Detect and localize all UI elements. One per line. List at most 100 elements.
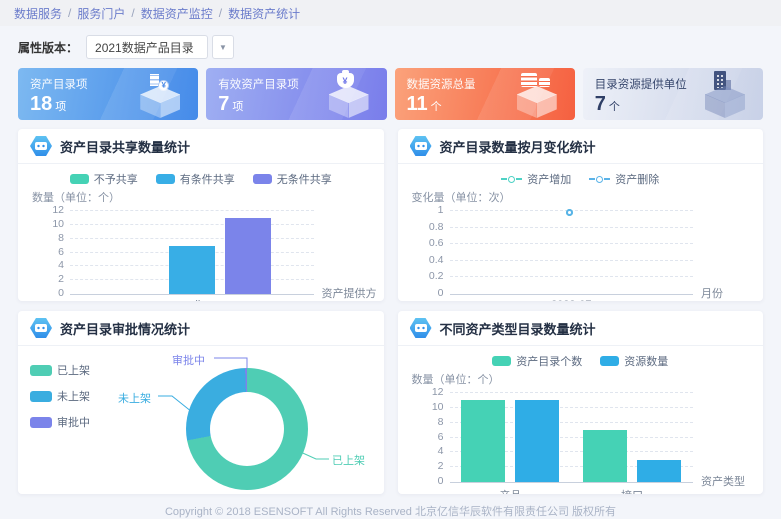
bar-group — [450, 393, 572, 482]
bar-资产目录个数[interactable] — [583, 430, 628, 482]
legend-item-审批中[interactable]: 审批中 — [30, 414, 116, 430]
marker-line — [501, 178, 508, 180]
panel-header: 资产目录审批情况统计 — [18, 311, 384, 346]
gridline — [449, 421, 693, 423]
gridline — [70, 237, 314, 239]
marker-line — [604, 178, 611, 180]
bar-资源数量[interactable] — [515, 400, 560, 482]
legend-item-不予共享[interactable]: 不予共享 — [69, 171, 138, 187]
marker-line — [516, 178, 523, 180]
data-point-资产删除[interactable] — [566, 209, 574, 216]
legend-item-无条件共享[interactable]: 无条件共享 — [252, 171, 332, 187]
stat-card-value: 18 项 — [30, 93, 67, 115]
y-axis-tick: 0 — [437, 475, 444, 487]
legend: 已上架 未上架 审批中 — [30, 362, 116, 494]
y-axis-tick: 0.6 — [428, 237, 444, 250]
plot-area: 0 2 4 6 8 10 12 资产类型 — [432, 386, 745, 488]
bar-group — [571, 393, 693, 482]
y-axis-tick: 10 — [52, 217, 64, 230]
stat-card-unit: 个 — [608, 101, 620, 113]
panel-title: 不同资产类型目录数量统计 — [439, 321, 596, 337]
y-axis-tick: 2 — [58, 273, 64, 286]
panel-title: 资产目录数量按月变化统计 — [439, 139, 596, 155]
gridline — [449, 226, 693, 228]
y-axis-label: 变化量（单位：次） — [411, 192, 511, 204]
legend-swatch — [30, 390, 52, 402]
x-axis-categories: 产品接口 — [450, 487, 694, 494]
breadcrumb-item-service-portal[interactable]: 服务门户 — [77, 6, 126, 21]
version-select[interactable]: 2021数据产品目录 — [86, 35, 209, 59]
gridline — [449, 451, 693, 453]
donut-ring[interactable] — [186, 368, 308, 490]
stat-card-title: 数据资源总量 — [406, 79, 476, 91]
panel-body: 不予共享 有条件共享 无条件共享 数量（单位：个） 0 2 4 6 8 10 12 资产提供方 … — [18, 164, 384, 301]
gridline — [70, 223, 314, 225]
legend-label: 有条件共享 — [179, 174, 235, 186]
version-filter-label: 属性版本： — [18, 40, 79, 55]
legend-line-marker — [501, 175, 523, 183]
legend-item-有条件共享[interactable]: 有条件共享 — [155, 171, 235, 187]
legend-swatch — [492, 356, 512, 366]
gridline — [449, 466, 693, 468]
breadcrumb-item-asset-stats[interactable]: 数据资产统计 — [228, 6, 301, 21]
coins-cube-icon — [509, 71, 565, 119]
bar-资产目录个数[interactable] — [461, 400, 506, 482]
donut-label-approving: 审批中 — [172, 355, 205, 367]
legend-item-资产删除[interactable]: 资产删除 — [589, 171, 659, 187]
legend-item-未上架[interactable]: 未上架 — [30, 388, 116, 404]
breadcrumb-item-asset-monitor[interactable]: 数据资产监控 — [140, 6, 213, 21]
version-select-arrow-button[interactable]: ▼ — [212, 35, 235, 59]
breadcrumb-item-data-service[interactable]: 数据服务 — [14, 6, 63, 21]
bar-series — [70, 211, 314, 294]
stat-card-title: 资产目录项 — [30, 79, 88, 91]
bar-无条件共享[interactable] — [224, 217, 271, 294]
bar-series — [450, 393, 694, 482]
legend-swatch — [252, 174, 272, 184]
breadcrumb-separator: / — [131, 6, 135, 20]
legend-line-marker — [589, 175, 611, 183]
legend-item-资源数量[interactable]: 资源数量 — [600, 353, 668, 369]
panel-body: 资产增加 资产删除 变化量（单位：次） 0 0.2 0.4 0.6 0.8 1 月份 202… — [398, 164, 764, 301]
x-category-label: 产品 — [450, 487, 572, 494]
x-category-label: 接口 — [571, 487, 693, 494]
legend-item-资产目录个数[interactable]: 资产目录个数 — [492, 353, 582, 369]
stat-card-title: 目录资源提供单位 — [594, 79, 687, 91]
y-axis-tick: 0 — [437, 287, 444, 299]
version-select-value: 2021数据产品目录 — [95, 40, 194, 55]
y-axis-tick: 12 — [431, 386, 444, 398]
y-axis-tick: 8 — [58, 231, 64, 244]
legend-item-已上架[interactable]: 已上架 — [30, 362, 116, 378]
panel-badge-icon — [409, 136, 432, 156]
legend-label: 已上架 — [57, 365, 90, 377]
panel-badge-icon — [30, 318, 52, 338]
legend-label: 无条件共享 — [276, 174, 332, 186]
legend: 资产增加 资产删除 — [410, 171, 752, 187]
gridline — [449, 406, 693, 408]
legend-label: 资产删除 — [615, 174, 660, 186]
legend-item-资产增加[interactable]: 资产增加 — [501, 171, 571, 187]
stat-card-catalog-items: 资产目录项 18 项 ¥ — [18, 68, 199, 120]
marker-circle — [596, 175, 604, 183]
stat-card-unit: 个 — [430, 101, 442, 113]
stat-card-title: 有效资产目录项 — [218, 79, 299, 91]
legend-swatch — [155, 174, 175, 184]
bar-有条件共享[interactable] — [168, 245, 215, 294]
money-bag-cube-icon: ¥ — [321, 70, 377, 119]
bar-资源数量[interactable] — [637, 459, 682, 482]
y-axis-tick: 0 — [58, 287, 64, 299]
legend-label: 未上架 — [57, 391, 90, 403]
gridline — [449, 392, 693, 393]
x-axis-name: 资产提供方 — [321, 288, 377, 300]
donut-label-not-listed: 未上架 — [118, 393, 151, 405]
panel-body: 资产目录个数 资源数量 数量（单位：个） 0 2 4 6 8 10 12 资产类型 产品接口 — [398, 346, 764, 494]
y-axis-label: 数量（单位：个） — [411, 374, 500, 386]
panel-badge-icon — [409, 318, 432, 338]
document-yen-cube-icon: ¥ — [132, 71, 188, 119]
legend-label: 资产增加 — [527, 174, 572, 186]
y-axis-tick: 0.2 — [428, 270, 444, 283]
plot-area: 0 2 4 6 8 10 12 资产提供方 — [52, 204, 376, 300]
marker-line — [589, 178, 596, 180]
x-axis-name: 资产类型 — [701, 476, 745, 488]
filter-row: 属性版本： 2021数据产品目录 ▼ — [18, 34, 763, 60]
breadcrumb: 数据服务 / 服务门户 / 数据资产监控 / 数据资产统计 — [0, 0, 781, 26]
